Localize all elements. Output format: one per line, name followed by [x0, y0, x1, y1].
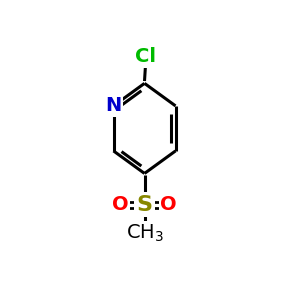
Text: O: O — [160, 195, 177, 214]
Text: CH$_3$: CH$_3$ — [125, 223, 164, 244]
Text: Cl: Cl — [135, 47, 156, 66]
Text: N: N — [105, 96, 122, 116]
Text: S: S — [136, 195, 152, 214]
Text: O: O — [112, 195, 129, 214]
